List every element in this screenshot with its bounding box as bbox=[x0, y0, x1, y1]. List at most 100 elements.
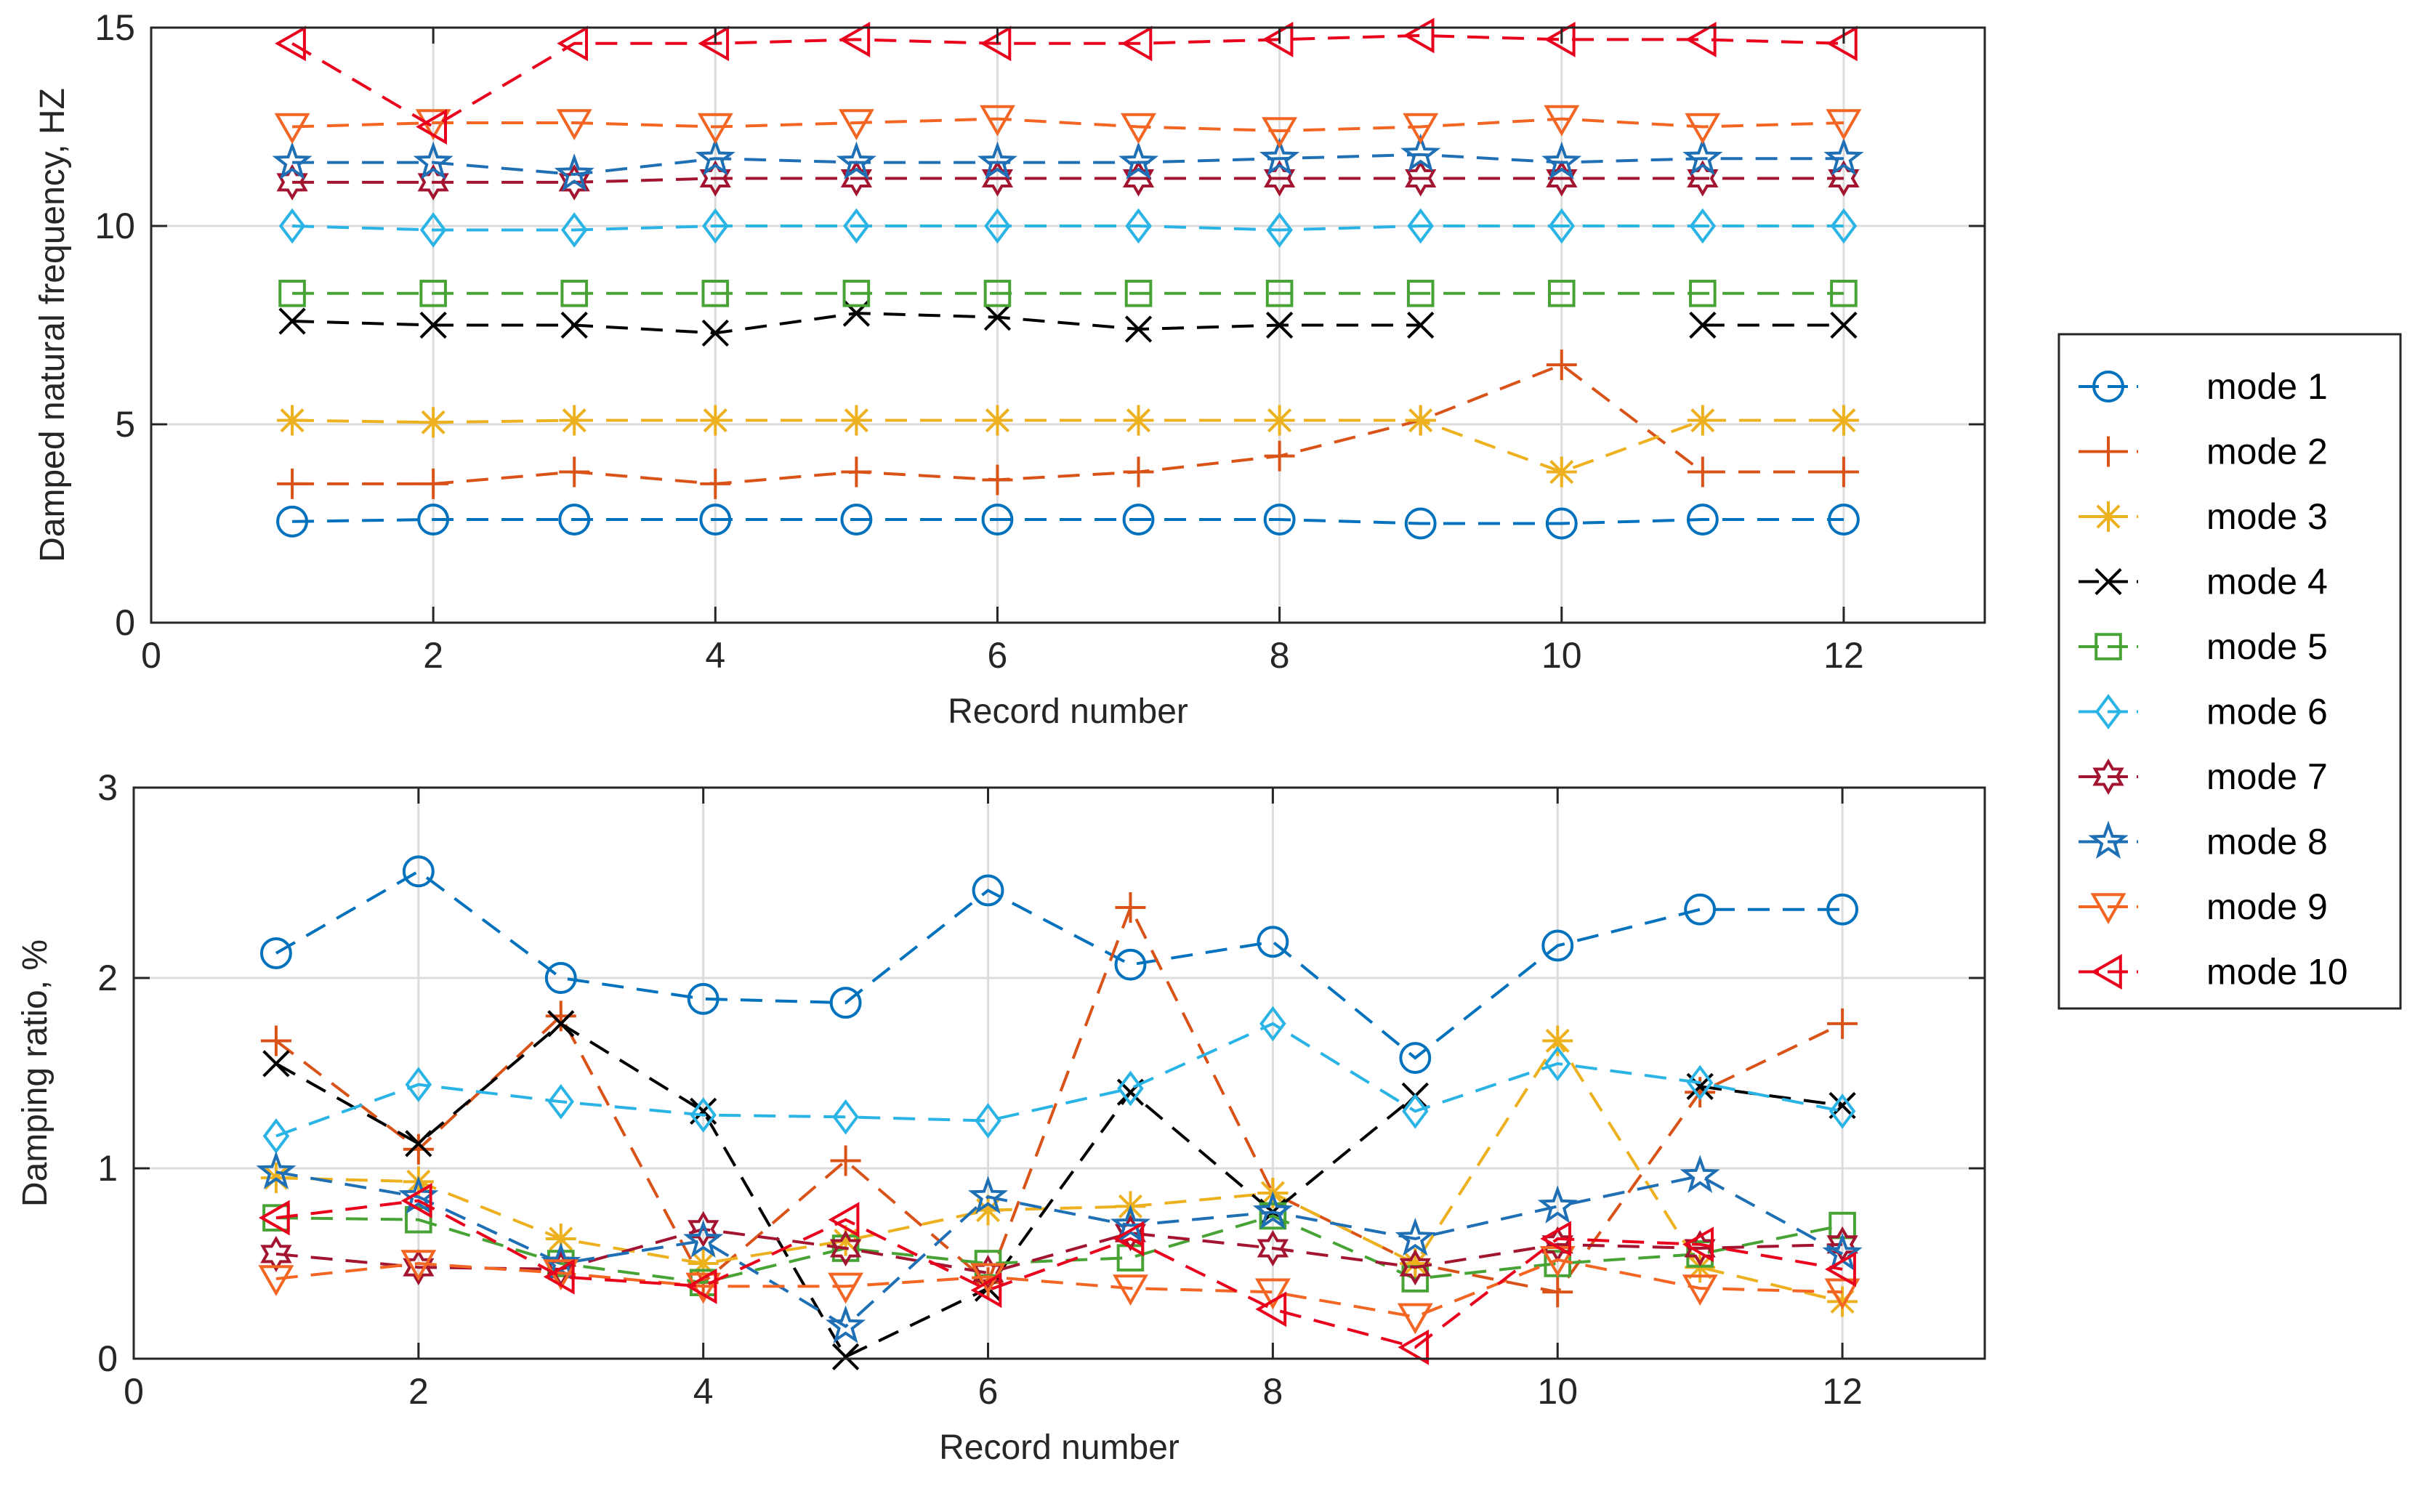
data-point bbox=[547, 1010, 575, 1038]
data-point bbox=[1682, 1274, 1718, 1306]
data-point bbox=[416, 109, 447, 145]
frequency-plot: 0 2 4 6 8 10 12 0 5 10 15 Record number Damped natur… bbox=[33, 7, 1986, 731]
data-point bbox=[688, 1248, 719, 1279]
data-point bbox=[1405, 160, 1437, 197]
data-point bbox=[1259, 1202, 1287, 1230]
data-point bbox=[967, 1176, 1009, 1214]
data-point bbox=[1259, 1006, 1286, 1042]
x-tick-label: 4 bbox=[705, 635, 725, 676]
legend-marker bbox=[2095, 694, 2122, 729]
data-point bbox=[1118, 141, 1159, 180]
x-tick-label: 12 bbox=[1822, 1371, 1863, 1412]
data-point bbox=[400, 1183, 432, 1218]
data-point bbox=[1689, 280, 1717, 307]
data-point bbox=[560, 280, 589, 307]
data-point bbox=[1828, 405, 1859, 436]
data-point bbox=[1262, 21, 1294, 57]
legend: mode 1 mode 2 mode 3 mode 4 mode 5 mode 6 mode… bbox=[2057, 333, 2402, 1010]
legend-marker bbox=[2088, 820, 2129, 859]
data-point bbox=[1125, 208, 1152, 244]
data-point bbox=[982, 464, 1013, 496]
data-point bbox=[982, 405, 1013, 436]
data-point bbox=[1548, 208, 1575, 244]
legend-entry: mode 6 bbox=[2079, 692, 2328, 732]
legend-entry: mode 9 bbox=[2079, 886, 2328, 927]
data-point bbox=[1828, 160, 1860, 197]
series-layer bbox=[272, 17, 1864, 540]
data-point bbox=[1542, 1277, 1573, 1308]
data-point bbox=[1264, 405, 1295, 436]
data-point bbox=[558, 163, 590, 201]
series-10 bbox=[275, 17, 1858, 145]
series-line bbox=[292, 177, 1844, 184]
data-point bbox=[1827, 1286, 1858, 1317]
data-point bbox=[1689, 311, 1717, 339]
data-point bbox=[841, 456, 872, 488]
data-point bbox=[1113, 1274, 1148, 1306]
legend-label: mode 5 bbox=[2206, 626, 2328, 667]
data-point bbox=[1680, 1155, 1720, 1194]
y-tick-label: 2 bbox=[97, 958, 118, 998]
data-point bbox=[841, 405, 872, 436]
data-point bbox=[256, 1151, 297, 1189]
data-point bbox=[1404, 507, 1437, 540]
data-point bbox=[843, 208, 870, 244]
data-point bbox=[547, 1083, 574, 1120]
data-point bbox=[697, 113, 733, 145]
data-point bbox=[276, 163, 308, 201]
legend-label: mode 10 bbox=[2206, 952, 2348, 992]
data-point bbox=[836, 141, 877, 180]
data-point bbox=[1828, 456, 1859, 488]
data-point bbox=[419, 311, 447, 339]
data-point bbox=[1403, 113, 1439, 145]
x-tick-label: 10 bbox=[1541, 635, 1582, 676]
series-5 bbox=[278, 280, 1858, 307]
data-point bbox=[1121, 113, 1156, 145]
data-point bbox=[831, 1234, 860, 1262]
data-point bbox=[259, 937, 292, 969]
data-point bbox=[1541, 141, 1582, 180]
series-line bbox=[275, 1022, 1843, 1359]
series-layer bbox=[256, 855, 1863, 1371]
data-point bbox=[699, 160, 731, 197]
data-point bbox=[1542, 1025, 1573, 1056]
data-point bbox=[1110, 1204, 1151, 1243]
legend-marker bbox=[2093, 501, 2124, 532]
data-point bbox=[1546, 349, 1577, 381]
data-point bbox=[1406, 280, 1435, 307]
data-point bbox=[1687, 456, 1718, 488]
data-point bbox=[413, 141, 453, 180]
legend-label: mode 4 bbox=[2206, 562, 2328, 602]
series-6 bbox=[262, 1006, 1856, 1154]
data-point bbox=[1124, 315, 1153, 343]
legend-label: mode 3 bbox=[2206, 496, 2328, 537]
data-point bbox=[544, 962, 577, 994]
legend-label: mode 8 bbox=[2206, 822, 2328, 862]
legend-box bbox=[2057, 333, 2402, 1010]
legend-entry: mode 1 bbox=[2079, 366, 2328, 407]
series-1 bbox=[276, 504, 1860, 540]
data-point bbox=[1254, 1278, 1291, 1310]
data-point bbox=[1684, 893, 1717, 926]
data-point bbox=[840, 160, 873, 197]
legend-label: mode 6 bbox=[2206, 692, 2328, 732]
data-point bbox=[1123, 456, 1154, 488]
data-point bbox=[277, 468, 308, 499]
data-point bbox=[1257, 926, 1289, 958]
x-axis-label: Record number bbox=[939, 1428, 1180, 1467]
series-line bbox=[275, 1227, 1843, 1275]
legend-label: mode 2 bbox=[2206, 432, 2328, 472]
data-point bbox=[1114, 948, 1147, 981]
data-point bbox=[975, 1103, 1001, 1139]
x-tick-label: 2 bbox=[408, 1371, 429, 1412]
data-point bbox=[1687, 405, 1718, 436]
data-point bbox=[829, 1230, 862, 1266]
series-line bbox=[292, 518, 1844, 525]
data-point bbox=[702, 208, 729, 244]
legend-entry: mode 10 bbox=[2079, 952, 2348, 992]
series-line bbox=[275, 1199, 1843, 1349]
data-point bbox=[980, 105, 1015, 137]
series-line bbox=[275, 1022, 1843, 1138]
legend-marker bbox=[2090, 893, 2126, 925]
